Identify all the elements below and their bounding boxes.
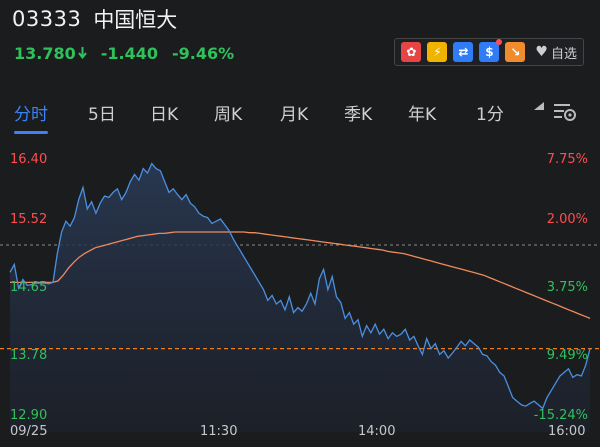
tab-yearly-k[interactable]: 年K	[408, 104, 437, 125]
more-periods-icon[interactable]	[533, 100, 545, 114]
intraday-chart[interactable]: 16.40 15.52 14.65 13.78 12.90 7.75% 2.00% 3.75%…	[0, 140, 600, 447]
last-price: 13.780	[14, 44, 87, 63]
y-right-tick-label: 2.00%	[546, 212, 588, 227]
average-price-line	[10, 231, 591, 320]
heart-icon: ♥	[535, 44, 548, 60]
arrow-down-icon	[77, 44, 87, 63]
favorite-label: 自选	[550, 46, 577, 62]
x-tick-label: 11:30	[200, 424, 238, 439]
trend-down-icon-glyph: ↘	[510, 45, 521, 59]
y-left-tick-label: 16.40	[10, 152, 48, 167]
hk-flower-icon-glyph: ✿	[406, 45, 417, 59]
tab-5day[interactable]: 5日	[88, 104, 116, 125]
y-left-tick-label: 15.52	[10, 212, 48, 227]
y-right-tick-label: 3.75%	[546, 280, 588, 295]
y-left-tick-label: 12.90	[10, 408, 48, 423]
dollar-icon-glyph: $	[485, 45, 494, 59]
stock-name: 中国恒大	[93, 8, 178, 32]
price-change-percent: -9.46%	[172, 44, 235, 63]
chart-settings-icon[interactable]	[552, 100, 580, 124]
price-area	[10, 163, 590, 432]
quote-row: 13.780 -1.440 -9.46%	[14, 44, 234, 63]
shuffle-icon[interactable]: ⇄	[453, 42, 474, 62]
stock-title: 03333 中国恒大	[12, 4, 177, 34]
period-tabs: 分时 5日 日K 周K 月K 季K 年K 1分	[0, 88, 600, 136]
tab-quarterly-k[interactable]: 季K	[344, 104, 373, 125]
y-right-tick-label: -15.24%	[533, 408, 588, 423]
tab-weekly-k[interactable]: 周K	[214, 104, 243, 125]
x-tick-label: 16:00	[548, 424, 586, 439]
hk-flower-icon[interactable]: ✿	[401, 42, 422, 62]
price-line	[9, 162, 591, 410]
trend-down-icon[interactable]: ↘	[505, 42, 526, 62]
price-change: -1.440	[100, 44, 158, 63]
tab-1min[interactable]: 1分	[476, 104, 504, 125]
stock-header: 03333 中国恒大 13.780 -1.440 -9.46% ✿ ⚡ ⇄ $ …	[0, 0, 600, 80]
add-favorite-button[interactable]: ♥ 自选	[535, 43, 577, 62]
y-right-tick-label: 9.49%	[546, 348, 588, 363]
tab-intraday[interactable]: 分时	[14, 88, 48, 136]
lightning-icon[interactable]: ⚡	[427, 42, 448, 62]
tab-daily-k[interactable]: 日K	[150, 104, 179, 125]
y-left-tick-label: 14.65	[10, 280, 48, 295]
quick-tools: ✿ ⚡ ⇄ $ ↘ ♥ 自选	[394, 38, 584, 66]
y-right-tick-label: 7.75%	[546, 152, 588, 167]
lightning-icon-glyph: ⚡	[433, 45, 442, 59]
shuffle-icon-glyph: ⇄	[458, 45, 469, 59]
chart-canvas	[0, 162, 600, 432]
stock-code: 03333	[12, 7, 82, 31]
notification-dot	[496, 39, 503, 45]
dollar-icon[interactable]: $	[479, 39, 503, 62]
y-left-tick-label: 13.78	[10, 348, 48, 363]
tab-monthly-k[interactable]: 月K	[280, 104, 309, 125]
x-tick-label: 09/25	[10, 424, 48, 439]
x-tick-label: 14:00	[358, 424, 396, 439]
